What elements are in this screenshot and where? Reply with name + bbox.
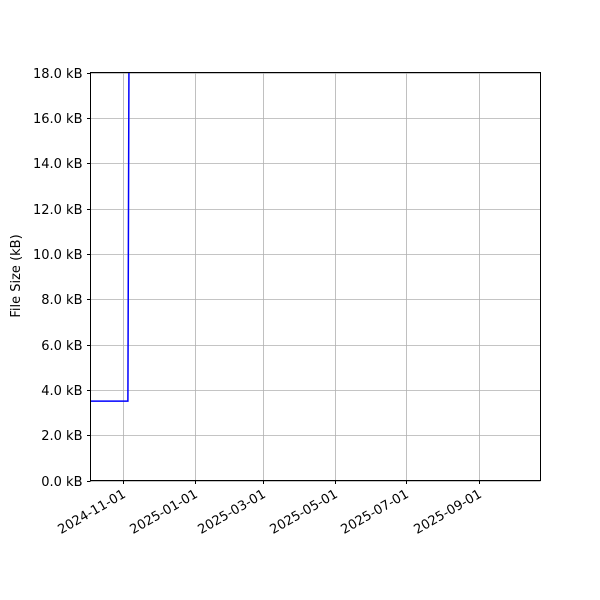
plot-area — [90, 72, 130, 402]
grid — [90, 72, 541, 482]
y-tick-label: 6.0 kB — [41, 339, 82, 354]
y-tick-label: 12.0 kB — [33, 203, 83, 218]
x-tick-label: 2025-05-01 — [268, 487, 341, 538]
axes-frame — [90, 72, 541, 481]
y-tick-label: 16.0 kB — [33, 112, 83, 127]
y-tick-label: 4.0 kB — [41, 384, 82, 399]
x-tick-label: 2025-03-01 — [196, 487, 269, 538]
y-axis-label: File Size (kB) — [9, 234, 24, 317]
x-tick-label: 2025-09-01 — [412, 487, 485, 538]
x-tick-label: 2024-11-01 — [56, 487, 129, 538]
y-tick-label: 8.0 kB — [41, 293, 82, 308]
y-tick-label: 2.0 kB — [41, 429, 82, 444]
ticks: 0.0 kB 2.0 kB 4.0 kB 6.0 kB 8.0 kB 10.0 kB 12.… — [33, 67, 485, 538]
y-tick-label: 18.0 kB — [33, 67, 83, 82]
x-tick-label: 2025-07-01 — [339, 487, 412, 538]
y-tick-label: 0.0 kB — [41, 475, 82, 490]
x-tick-label: 2025-01-01 — [128, 487, 201, 538]
series-line — [90, 72, 130, 402]
y-tick-label: 10.0 kB — [33, 248, 83, 263]
y-tick-label: 14.0 kB — [33, 157, 83, 172]
